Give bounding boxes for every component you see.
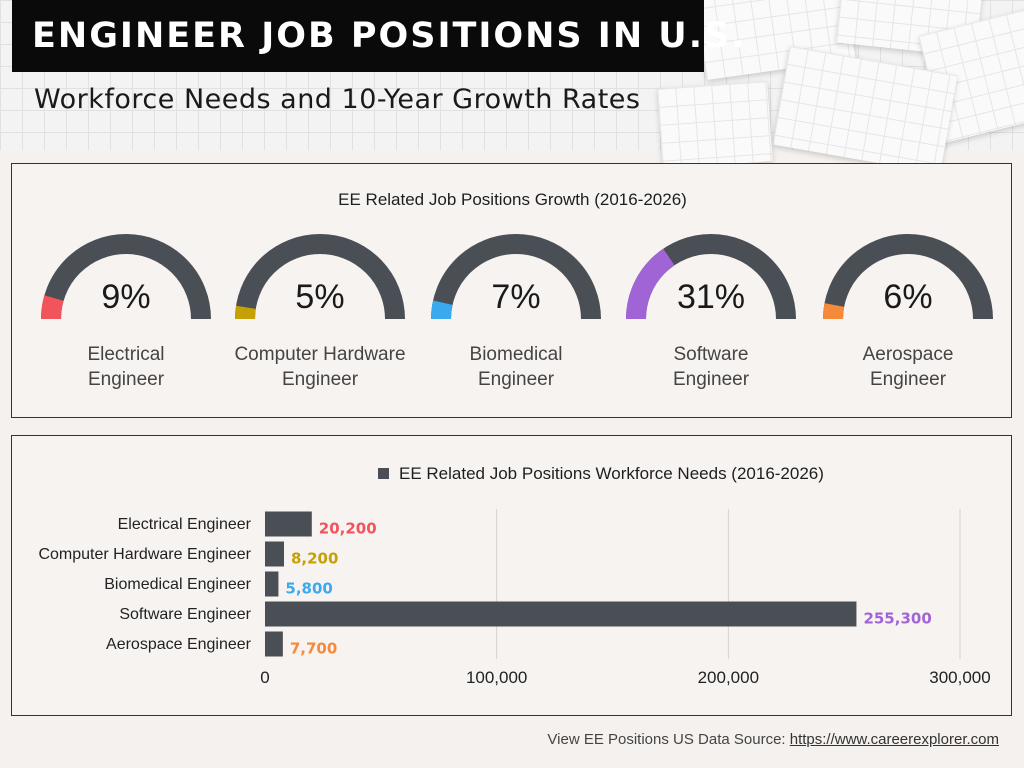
category-label: Electrical Engineer [118,516,252,533]
category-label: Biomedical Engineer [104,576,251,593]
gauge-label: Biomedical Engineer [404,342,628,392]
gauge-arc [235,234,405,320]
gauge-label-line: Aerospace [862,344,954,365]
gauge-label-line: Engineer [87,369,165,390]
gauge-label-line: Software [673,344,749,365]
source-text: View EE Positions US Data Source: [547,731,790,748]
gauge-arc [626,234,796,320]
gauge-value: 31% [676,278,746,316]
gauge-aerospace: 6% Aerospace Engineer [816,234,1000,394]
gauge-fill [235,305,256,320]
bar-value-label: 20,200 [319,520,377,538]
bar [265,511,312,537]
gauge-label-line: Engineer [869,369,947,390]
page-title: ENGINEER JOB POSITIONS IN U.S. [32,16,747,56]
bar-value-label: 8,200 [291,550,338,568]
chart-legend: EE Related Job Positions Workforce Needs… [378,464,824,484]
legend-swatch [378,468,389,479]
gauge-track [41,234,211,320]
bar [265,601,857,627]
category-label: Aerospace Engineer [106,636,252,653]
gauge-value: 6% [883,278,933,316]
gauge-label-line: Engineer [672,369,750,390]
gauge-label: Computer Hardware Engineer [208,342,432,392]
gauge-computer-hardware: 5% Computer Hardware Engineer [228,234,412,394]
gauge-label-line: Engineer [477,369,555,390]
gauge-arc [823,234,993,320]
gauge-fill [431,300,453,320]
bar [265,571,279,597]
gauge-software: 31% Software Engineer [619,234,803,394]
x-tick-label: 0 [260,668,269,687]
gauge-value: 9% [101,278,151,316]
gauge-track [431,234,601,320]
source-footer: View EE Positions US Data Source: https:… [547,731,999,748]
gauge-fill [41,295,64,320]
gauge-label-line: Biomedical [469,344,563,365]
gauge-arc [41,234,211,320]
source-link[interactable]: https://www.careerexplorer.com [789,731,999,748]
gauge-label-line: Computer Hardware [234,344,406,365]
gauge-label: Software Engineer [599,342,823,392]
gauge-electrical: 9% Electrical Engineer [34,234,218,394]
gauge-label-line: Electrical [87,344,165,365]
gauge-label: Electrical Engineer [14,342,238,392]
gauge-fill [626,248,675,320]
gauge-label-line: Engineer [281,369,359,390]
workforce-panel: EE Related Job Positions Workforce Needs… [11,435,1012,716]
gauge-value: 7% [491,278,541,316]
category-label: Software Engineer [119,606,251,623]
title-banner [12,0,704,72]
growth-panel: EE Related Job Positions Growth (2016-20… [11,163,1012,418]
gauge-value: 5% [295,278,345,316]
gauge-fill [823,303,845,320]
workforce-bar-chart: 0 100,000 200,000 300,000 Electrical Enginee… [38,509,991,687]
bar [265,541,284,567]
gauge-track [823,234,993,320]
x-tick-label: 100,000 [466,668,527,687]
x-tick-label: 200,000 [698,668,759,687]
bar-value-label: 5,800 [285,580,332,598]
bar-value-label: 7,700 [290,640,337,658]
bar [265,631,283,657]
gauge-label: Aerospace Engineer [796,342,1020,392]
category-label: Computer Hardware Engineer [38,546,251,563]
bar-value-label: 255,300 [863,610,931,628]
page-subtitle: Workforce Needs and 10-Year Growth Rates [34,84,641,115]
x-tick-label: 300,000 [929,668,990,687]
paper-sheet [657,81,773,169]
growth-chart-title: EE Related Job Positions Growth (2016-20… [338,190,687,209]
legend-label: EE Related Job Positions Workforce Needs… [399,464,824,483]
gauge-arc [431,234,601,320]
gauge-track [235,234,405,320]
gauge-biomedical: 7% Biomedical Engineer [424,234,608,394]
